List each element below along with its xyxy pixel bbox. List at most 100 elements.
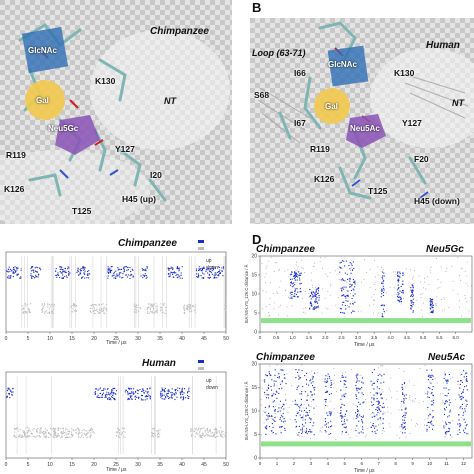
data-point (430, 375, 432, 377)
data-point (107, 277, 109, 279)
data-point (354, 301, 356, 303)
data-point (343, 260, 345, 262)
data-point (51, 304, 53, 306)
data-point (79, 437, 81, 439)
data-point (379, 373, 381, 375)
data-point (215, 432, 218, 434)
data-point (30, 273, 32, 275)
data-point (57, 435, 60, 437)
data-point (118, 428, 120, 430)
data-point (294, 271, 296, 273)
data-point (168, 268, 170, 270)
data-point (78, 430, 80, 432)
data-point (403, 426, 405, 428)
data-point (301, 259, 303, 261)
data-point (396, 398, 398, 400)
data-point (179, 393, 182, 395)
data-point (294, 419, 296, 421)
data-point (146, 392, 148, 394)
data-point (464, 373, 466, 375)
data-point (353, 267, 355, 269)
data-point (370, 426, 373, 428)
data-point (401, 384, 403, 386)
data-point (383, 275, 385, 277)
data-point (353, 289, 355, 291)
data-point (344, 423, 346, 425)
data-point (461, 373, 463, 376)
data-point (83, 268, 86, 270)
data-point (183, 392, 185, 394)
data-point (294, 400, 296, 402)
data-point (273, 419, 275, 422)
data-point (362, 402, 364, 404)
data-point (116, 274, 118, 276)
data-point (389, 426, 391, 428)
data-point (140, 308, 142, 310)
data-point (14, 266, 16, 268)
data-point (204, 431, 206, 433)
data-point (220, 435, 222, 437)
data-point (187, 392, 189, 394)
data-point (177, 267, 179, 270)
data-point (379, 418, 381, 420)
panel-a-gal-label: Gal (36, 96, 49, 105)
panel-a-neu-label: Neu5Gc (48, 124, 79, 133)
data-point (358, 392, 360, 394)
data-point (343, 294, 345, 296)
data-point (301, 429, 303, 431)
data-point (397, 289, 399, 291)
data-point (52, 305, 54, 307)
data-point (160, 396, 162, 398)
data-point (284, 270, 286, 272)
data-point (208, 277, 210, 279)
data-point (262, 308, 264, 310)
data-point (358, 420, 360, 422)
data-point (64, 271, 66, 274)
data-point (387, 411, 389, 413)
data-point (29, 309, 31, 311)
data-point (151, 311, 153, 313)
data-point (219, 272, 221, 274)
data-point (397, 299, 399, 301)
data-point (300, 429, 302, 431)
data-point (108, 393, 110, 395)
data-point (266, 414, 268, 416)
data-point (171, 267, 173, 269)
data-point (451, 265, 453, 267)
data-point (8, 277, 10, 279)
data-point (431, 392, 433, 394)
data-point (364, 436, 366, 438)
data-point (356, 388, 358, 390)
data-point (37, 428, 39, 430)
data-point (462, 391, 464, 393)
data-point (117, 275, 119, 277)
data-point (23, 312, 25, 314)
data-point (411, 294, 413, 296)
data-point (424, 424, 426, 426)
data-point (217, 435, 219, 437)
data-point (311, 292, 313, 294)
panel-a-structure: Chimpanzee GlcNAc Gal Neu5Gc K130 NT Y12… (0, 0, 232, 224)
data-point (288, 296, 290, 298)
data-point (61, 431, 63, 433)
data-point (31, 276, 33, 278)
data-point (328, 426, 330, 428)
data-point (302, 416, 304, 418)
data-point (161, 390, 163, 392)
data-point (326, 380, 328, 382)
data-point (413, 302, 415, 304)
data-point (164, 391, 166, 393)
data-point (463, 419, 465, 421)
data-point (67, 433, 69, 435)
data-point (72, 303, 75, 305)
data-point (166, 392, 168, 395)
data-point (262, 387, 264, 389)
data-point (93, 432, 95, 434)
data-point (394, 271, 396, 273)
data-point (422, 316, 423, 318)
data-point (181, 390, 183, 393)
data-point (446, 268, 448, 269)
data-point (44, 311, 46, 313)
data-point (12, 388, 14, 390)
data-point (119, 276, 121, 278)
